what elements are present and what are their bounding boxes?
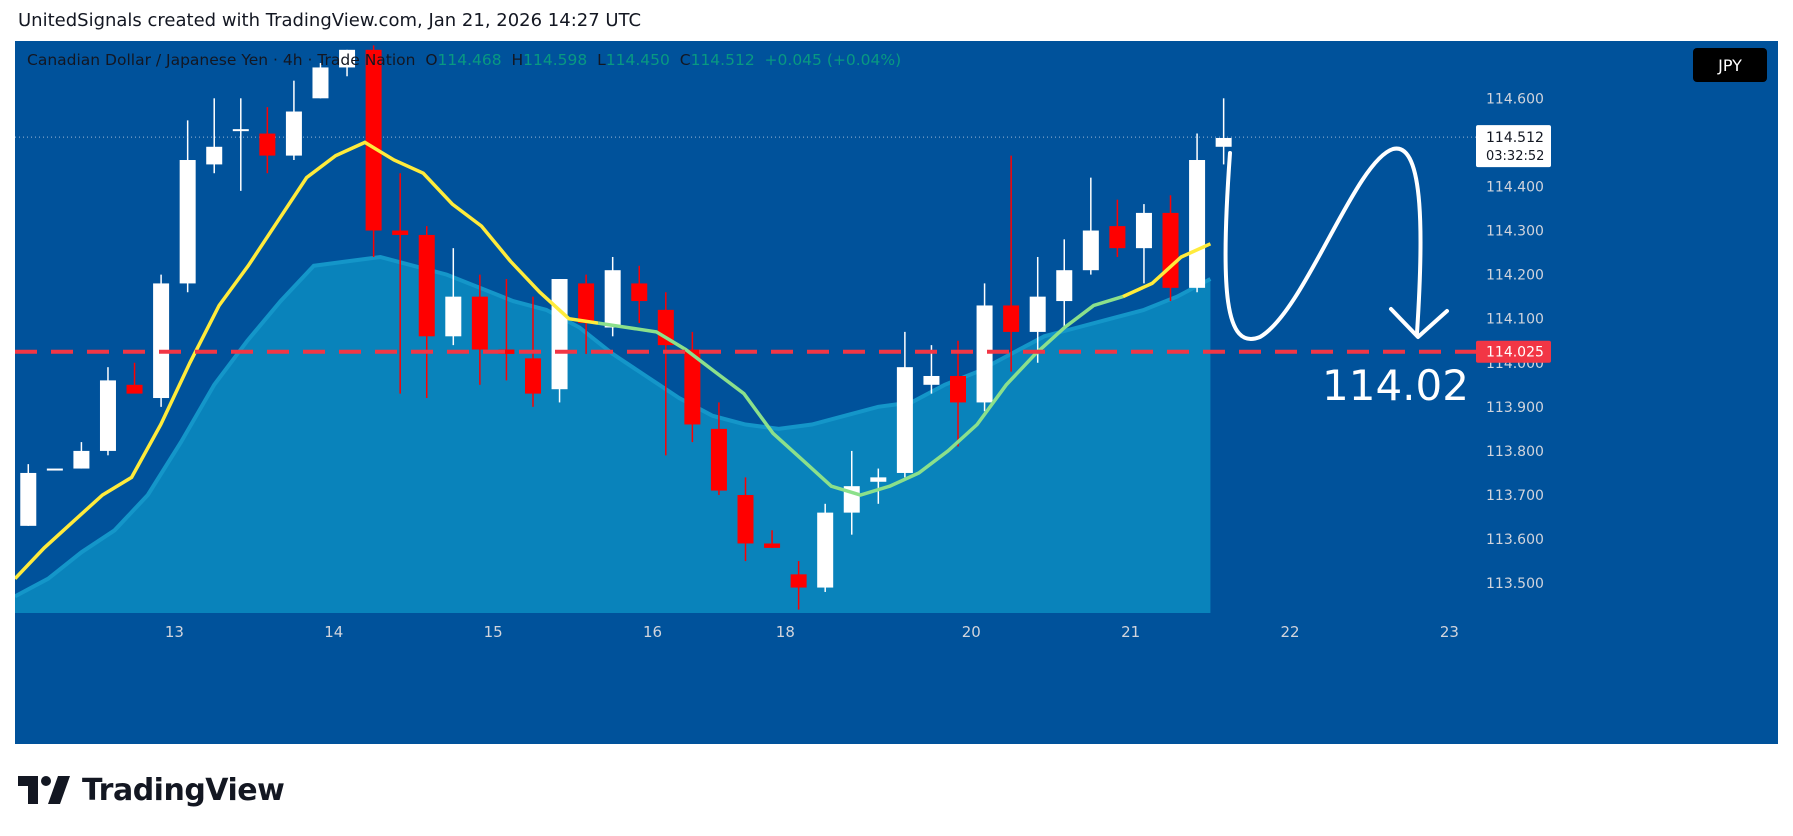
target-price-annotation: 114.02: [1322, 361, 1469, 410]
candle-up: [604, 270, 621, 328]
low-label: L: [597, 51, 606, 69]
candle-down: [392, 230, 409, 235]
candle-up: [551, 279, 568, 390]
last-price-value: 114.512: [1486, 130, 1544, 146]
low-value: 114.450: [605, 51, 670, 69]
bar-countdown: 03:32:52: [1486, 149, 1544, 164]
candle-down: [737, 494, 754, 544]
candle-down: [365, 49, 382, 231]
x-tick-label: 13: [165, 623, 184, 641]
candle-down: [950, 375, 967, 403]
y-tick-label: 114.100: [1486, 312, 1544, 328]
y-tick-label: 114.200: [1486, 268, 1544, 284]
candle-up: [232, 129, 249, 132]
candle-up: [285, 111, 302, 156]
y-tick-label: 113.900: [1486, 400, 1544, 416]
price-chart[interactable]: 113.500 113.600 113.700 113.800 113.900 114.0…: [15, 41, 1778, 744]
high-label: H: [511, 51, 524, 69]
x-tick-label: 16: [643, 623, 662, 641]
close-value: 114.512: [690, 51, 755, 69]
chart-panel[interactable]: 113.500 113.600 113.700 113.800 113.900 114.0…: [15, 41, 1778, 744]
candle-up: [870, 477, 887, 482]
close-label: C: [679, 51, 691, 69]
candle-up: [339, 49, 356, 68]
candle-down: [790, 574, 807, 588]
ohlc-legend: Canadian Dollar / Japanese Yen · 4h · Tr…: [27, 51, 901, 69]
candle-up: [312, 67, 329, 99]
candle-down: [524, 358, 541, 394]
currency-button[interactable]: JPY: [1693, 48, 1767, 82]
y-tick-label: 113.800: [1486, 444, 1544, 460]
candle-up: [206, 146, 223, 165]
candle-down: [1109, 226, 1126, 249]
candle-down: [578, 283, 595, 324]
candle-up: [923, 375, 940, 385]
ema-fast-line: [1122, 242, 1212, 299]
candle-down: [684, 349, 701, 425]
candle-down: [764, 543, 781, 548]
candle-down: [1162, 212, 1179, 288]
change-value: +0.045 (+0.04%): [764, 51, 902, 69]
y-tick-label: 114.300: [1486, 224, 1544, 240]
candle-up: [1082, 230, 1099, 271]
projection-path: [1223, 146, 1423, 341]
x-tick-label: 20: [962, 623, 981, 641]
candle-up: [73, 450, 90, 469]
candle-down: [259, 133, 276, 156]
candle-down: [418, 234, 435, 337]
ema-fast-line: [15, 140, 599, 580]
y-tick-label: 113.600: [1486, 532, 1544, 548]
last-price-tag: [1476, 125, 1551, 168]
candle-up: [1029, 296, 1046, 332]
candle-up: [20, 472, 37, 526]
candle-up: [817, 512, 834, 588]
level-price-tag: [1476, 340, 1551, 363]
x-tick-label: 23: [1440, 623, 1459, 641]
candle-up: [99, 380, 116, 451]
x-tick-label: 15: [484, 623, 503, 641]
open-value: 114.468: [437, 51, 502, 69]
x-tick-label: 14: [324, 623, 343, 641]
candle-down: [1003, 305, 1020, 332]
candle-up: [46, 468, 63, 471]
candle-up: [1189, 160, 1206, 288]
y-tick-label: 113.700: [1486, 488, 1544, 504]
candle-down: [498, 349, 515, 354]
candle-up: [445, 296, 462, 337]
tradingview-logo-icon: [18, 776, 70, 804]
candle-up: [1135, 212, 1152, 249]
candle-up: [896, 367, 913, 473]
footer-logo: TradingView: [18, 770, 285, 810]
candle-up: [153, 283, 170, 399]
high-value: 114.598: [523, 51, 588, 69]
time-axis[interactable]: [15, 614, 1476, 744]
x-tick-label: 18: [776, 623, 795, 641]
y-tick-label: 114.600: [1486, 91, 1544, 107]
x-tick-label: 22: [1281, 623, 1300, 641]
projection-arrow: [1389, 307, 1449, 339]
candle-up: [1056, 270, 1073, 302]
symbol-label: Canadian Dollar / Japanese Yen · 4h · Tr…: [27, 51, 416, 69]
candle-down: [126, 384, 143, 394]
candle-down: [471, 296, 488, 350]
y-tick-label: 114.400: [1486, 179, 1544, 195]
chart-attribution: UnitedSignals created with TradingView.c…: [18, 10, 642, 31]
candle-down: [710, 428, 727, 491]
candle-down: [631, 283, 648, 302]
brand-name: TradingView: [82, 772, 285, 808]
candle-up: [179, 160, 196, 284]
ema-fast-line: [597, 294, 1124, 497]
candle-up: [1215, 137, 1232, 147]
ema-band-area: [15, 257, 1211, 613]
candle-up: [976, 305, 993, 403]
x-tick-label: 21: [1121, 623, 1140, 641]
open-label: O: [425, 51, 438, 69]
y-tick-label: 113.500: [1486, 576, 1544, 592]
level-price-value: 114.025: [1486, 345, 1544, 361]
